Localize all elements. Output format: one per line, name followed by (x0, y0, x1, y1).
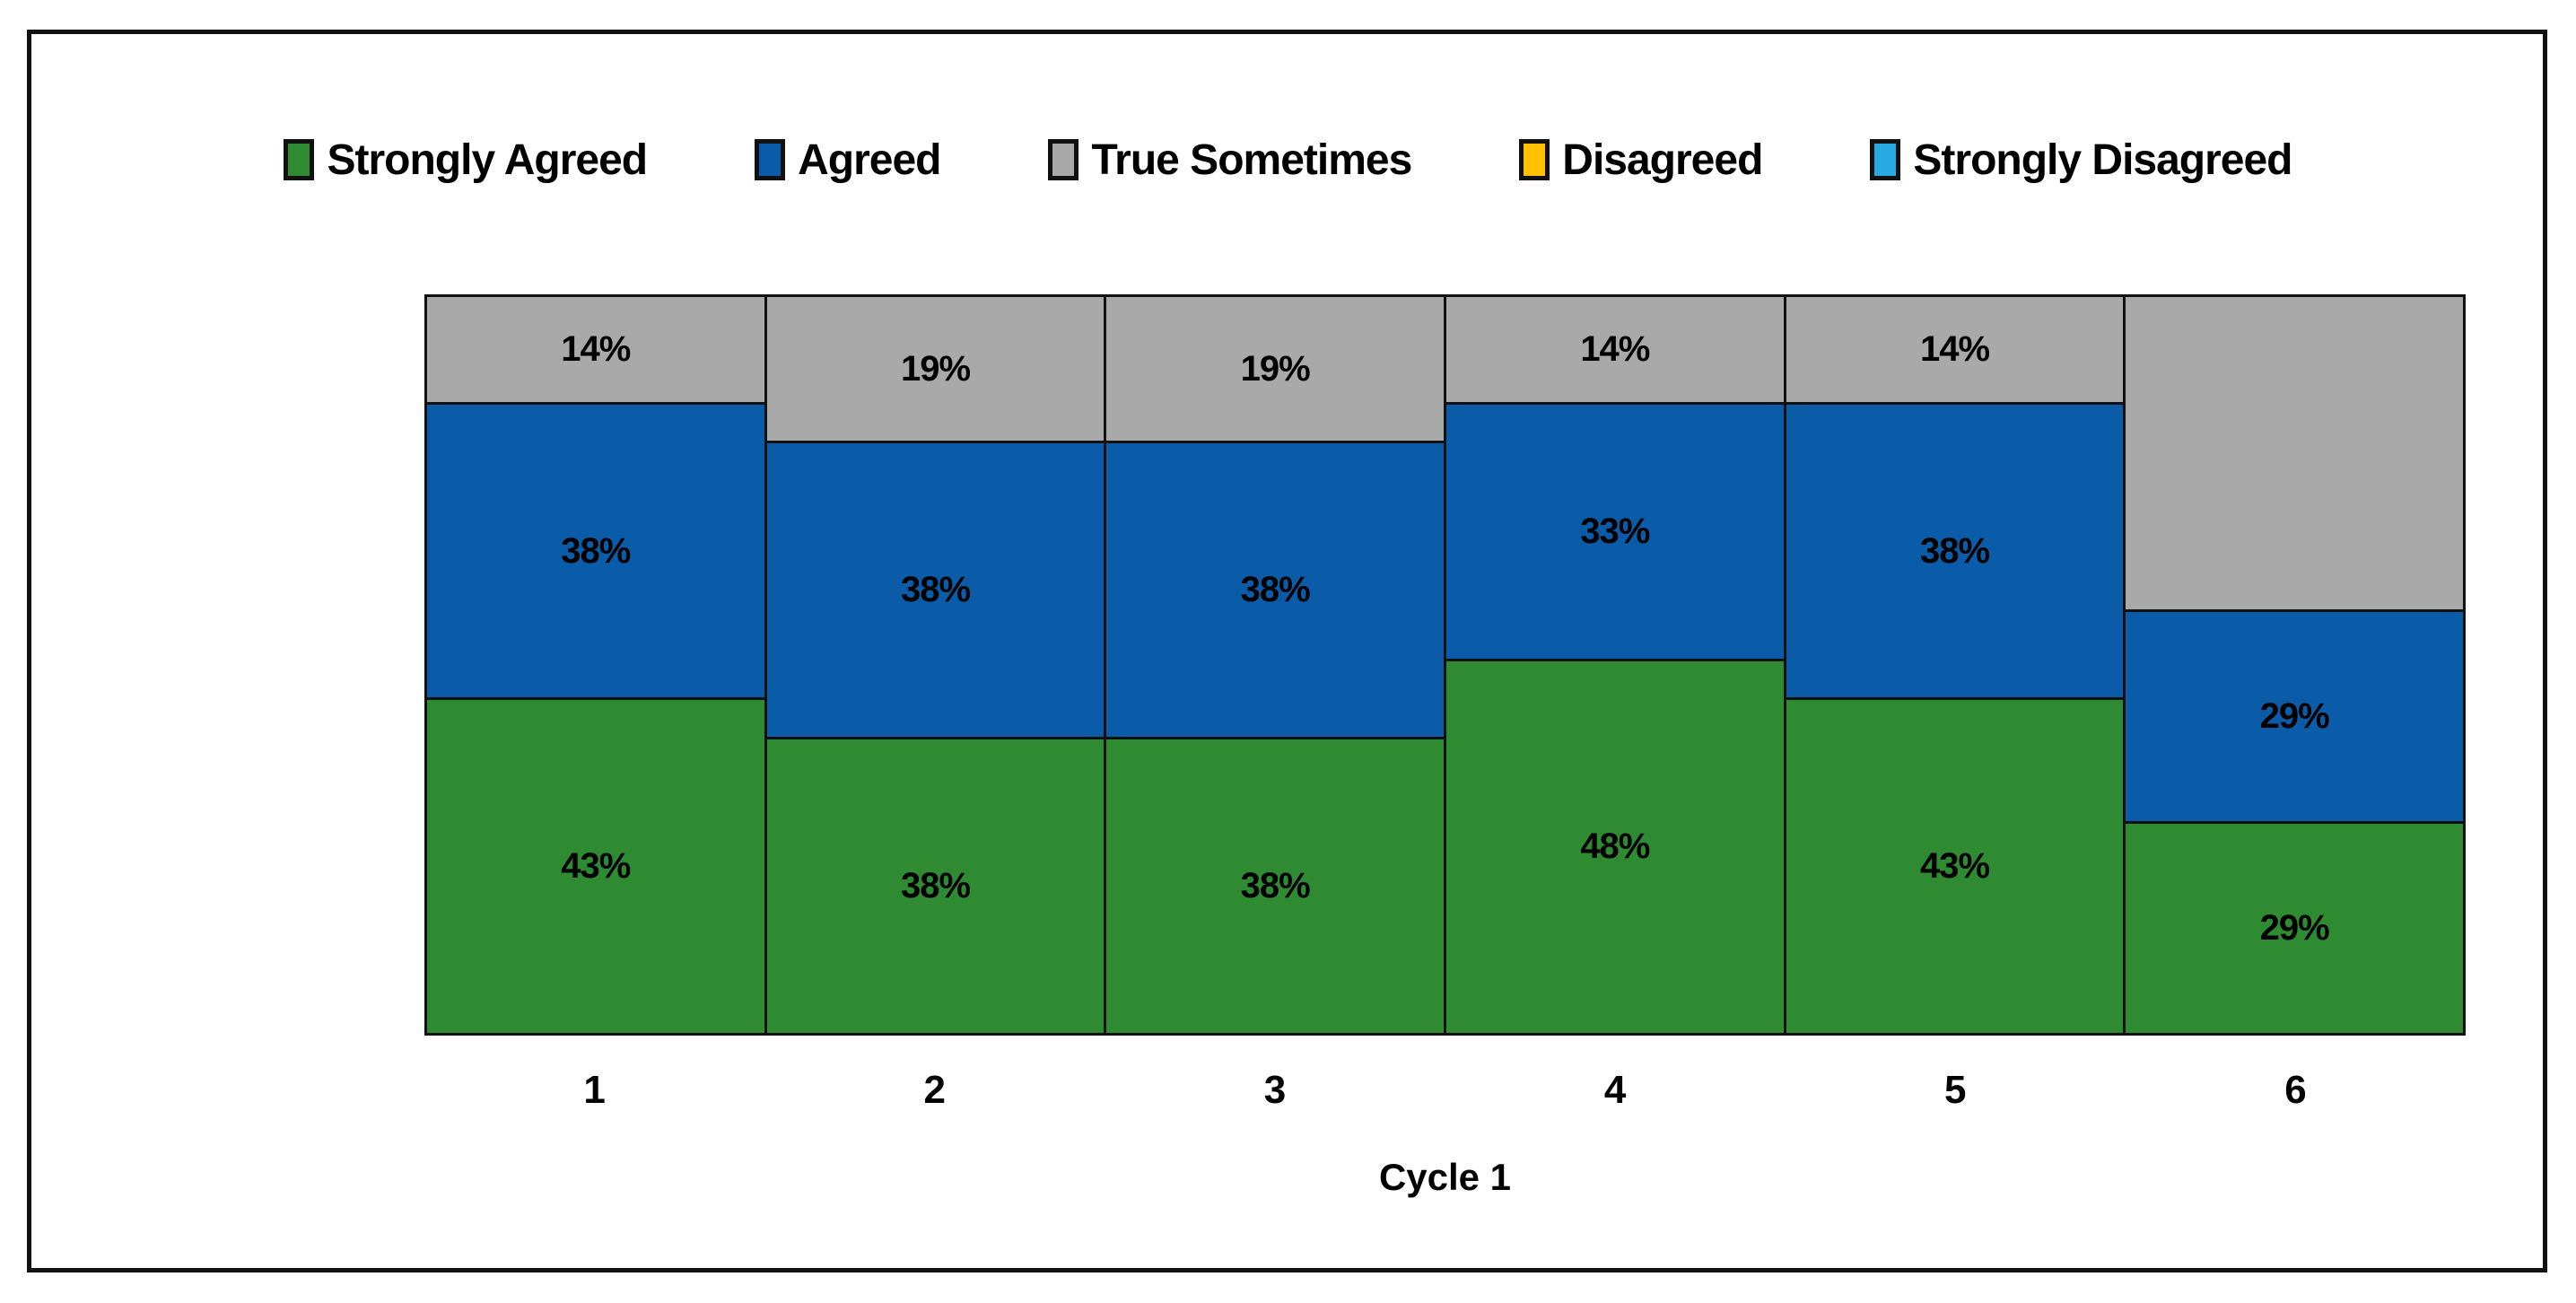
bar-segment-true-sometimes-3: 19% (1104, 294, 1447, 444)
bar-segment-agreed-4: 33% (1444, 401, 1786, 661)
bar-segment-true-sometimes-1: 14% (424, 294, 767, 405)
segment-value-label: 14% (1919, 328, 1990, 369)
legend-item-agreed: Agreed (755, 136, 941, 185)
legend-label: Agreed (798, 136, 941, 184)
bar-segment-true-sometimes-5: 14% (1783, 294, 2126, 405)
bar-column-3: 19% 38% 38% (1104, 294, 1447, 1041)
bar-column-4: 14% 33% 48% (1444, 294, 1786, 1041)
x-axis-tick-label-5: 5 (1944, 1068, 1967, 1112)
x-axis-tick-label-3: 3 (1263, 1068, 1287, 1112)
legend-item-strongly-agreed: Strongly Agreed (284, 136, 648, 185)
legend-swatch-icon (1519, 139, 1550, 180)
bar-segment-true-sometimes-2: 19% (764, 294, 1107, 444)
plot-area: 14% 38% 43% 19% 38% 38% 19% 38% 38% 14% 33% 48% 14% 3… (424, 294, 2467, 1041)
bar-segment-strongly-agreed-3: 38% (1104, 737, 1447, 1036)
segment-value-label: 14% (561, 328, 631, 369)
segment-value-label: 38% (1240, 570, 1311, 610)
x-axis-tick-label-1: 1 (583, 1068, 606, 1112)
x-axis-tick-label-4: 4 (1603, 1068, 1627, 1112)
bar-segment-agreed-2: 38% (764, 441, 1107, 740)
segment-value-label: 19% (1240, 348, 1311, 389)
bar-segment-strongly-agreed-2: 38% (764, 737, 1107, 1036)
legend-label: Strongly Disagreed (1913, 136, 2292, 184)
segment-value-label: 33% (1580, 511, 1650, 551)
legend-item-disagreed: Disagreed (1519, 136, 1763, 185)
bar-segment-strongly-agreed-6: 29% (2123, 821, 2467, 1036)
bar-segment-strongly-agreed-4: 48% (1444, 658, 1786, 1036)
legend-swatch-icon (1870, 139, 1901, 180)
bar-segment-agreed-5: 38% (1783, 401, 2126, 701)
legend-label: Strongly Agreed (327, 136, 648, 184)
bar-column-2: 19% 38% 38% (764, 294, 1107, 1041)
legend-label: Disagreed (1562, 136, 1763, 184)
segment-value-label: 38% (1919, 530, 1990, 571)
legend-label: True Sometimes (1091, 136, 1412, 184)
legend-swatch-icon (284, 139, 315, 180)
bar-segment-true-sometimes-6 (2123, 294, 2467, 613)
x-axis-title: Cycle 1 (1378, 1156, 1512, 1198)
x-axis-tick-label-6: 6 (2284, 1068, 2307, 1112)
legend-swatch-icon (1048, 139, 1079, 180)
legend-item-true-sometimes: True Sometimes (1048, 136, 1412, 185)
legend-swatch-icon (755, 139, 786, 180)
legend-item-strongly-disagreed: Strongly Disagreed (1870, 136, 2293, 185)
segment-value-label: 43% (561, 846, 631, 887)
segment-value-label: 38% (561, 530, 631, 571)
segment-value-label: 43% (1919, 846, 1990, 887)
segment-value-label: 38% (900, 866, 971, 906)
bar-segment-agreed-1: 38% (424, 401, 767, 701)
bar-segment-strongly-agreed-1: 43% (424, 697, 767, 1036)
segment-value-label: 29% (2259, 696, 2330, 737)
bar-column-6: 29% 29% (2123, 294, 2467, 1041)
segment-value-label: 14% (1580, 328, 1650, 369)
x-axis-tick-label-2: 2 (923, 1068, 946, 1112)
bar-segment-strongly-agreed-5: 43% (1783, 697, 2126, 1036)
segment-value-label: 38% (900, 570, 971, 610)
segment-value-label: 38% (1240, 866, 1311, 906)
bar-column-5: 14% 38% 43% (1783, 294, 2126, 1041)
segment-value-label: 29% (2259, 908, 2330, 949)
chart-legend: Strongly Agreed Agreed True Sometimes Disag… (90, 124, 2486, 196)
x-axis-category-row: 1 2 3 4 5 6 (424, 1068, 2466, 1113)
segment-value-label: 19% (900, 348, 971, 389)
bar-segment-agreed-6: 29% (2123, 609, 2467, 825)
bar-column-1: 14% 38% 43% (424, 294, 767, 1041)
bar-segment-true-sometimes-4: 14% (1444, 294, 1786, 405)
segment-value-label: 48% (1580, 826, 1650, 867)
bar-segment-agreed-3: 38% (1104, 441, 1447, 740)
